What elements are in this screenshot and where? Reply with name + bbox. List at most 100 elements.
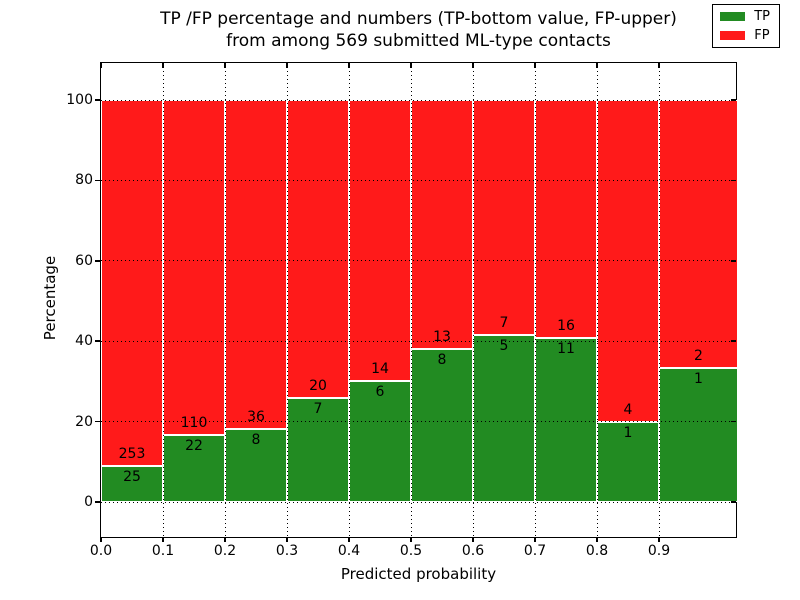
xtick-bottom-0.3	[286, 537, 288, 542]
gridline-y-80	[101, 179, 736, 181]
gridline-y-100	[101, 99, 736, 101]
bar-label-fp: 14	[371, 361, 389, 378]
bar-segment-fp	[287, 100, 349, 398]
chart-title: TP /FP percentage and numbers (TP-bottom…	[100, 8, 737, 52]
y-axis-label: Percentage	[41, 255, 59, 341]
x-axis-label: Predicted probability	[340, 565, 497, 583]
xtick-top-0.5	[410, 63, 412, 68]
bar-label-tp: 7	[313, 400, 323, 417]
legend-entry-fp: FP	[720, 29, 770, 42]
bar-segment-tp	[659, 368, 738, 502]
bar-segment-tp	[411, 348, 473, 502]
gridline-x-0.1	[162, 63, 164, 537]
bar-label-fp: 16	[557, 318, 575, 335]
bar-segment-tp	[101, 465, 163, 502]
ytick-label-40: 40	[75, 333, 93, 350]
ytick-right-80	[731, 179, 736, 182]
bar-label-tp: 11	[557, 341, 575, 358]
bar-label-fp: 110	[180, 415, 208, 431]
bar-label-tp: 5	[499, 337, 509, 354]
ytick-left-20	[94, 420, 100, 423]
bar-segment-tp	[473, 334, 535, 502]
legend: TP FP	[712, 4, 780, 48]
bar-segment-fp	[163, 100, 225, 435]
gridline-x-0.2	[224, 63, 226, 537]
xtick-label-0.8: 0.8	[585, 543, 609, 559]
gridline-x-0.7	[534, 63, 536, 537]
bar-segment-fp	[535, 100, 597, 339]
bar-label-tp: 8	[437, 351, 447, 368]
xtick-top-0.8	[596, 63, 598, 68]
legend-label: FP	[754, 28, 770, 43]
xtick-bottom-0.4	[348, 537, 350, 542]
bar-segment-fp	[659, 100, 738, 368]
bar-segment-fp	[349, 100, 411, 382]
xtick-bottom-0.0	[100, 537, 102, 542]
plot-area: 0 20 40 60 80 100 0.0 0.1 0.2 0.3 0.4 0.5 0.6 0.7 0.8 0…	[66, 62, 738, 558]
xtick-bottom-0.6	[472, 537, 474, 542]
bar-segment-fp	[411, 100, 473, 349]
xtick-bottom-0.1	[162, 537, 164, 542]
xtick-label-0.2: 0.2	[213, 543, 237, 559]
bar-label-fp: 2	[694, 348, 703, 364]
ytick-label-80: 80	[75, 172, 93, 189]
gridline-x-0.5	[410, 63, 412, 537]
ytick-right-20	[731, 420, 736, 423]
bar-segment-tp	[287, 397, 349, 502]
gridline-y-0	[101, 501, 736, 503]
bar-label-tp: 22	[185, 438, 203, 454]
bar-label-fp: 7	[499, 314, 509, 331]
ytick-right-0	[731, 501, 736, 503]
xtick-label-0.0: 0.0	[89, 543, 113, 559]
xtick-label-0.9: 0.9	[647, 543, 671, 559]
bar-segment-fp	[473, 100, 535, 335]
xtick-bottom-0.8	[596, 537, 598, 542]
ytick-label-100: 100	[66, 92, 93, 108]
xtick-top-0.1	[162, 63, 164, 68]
chart-title-line1: TP /FP percentage and numbers (TP-bottom…	[160, 9, 677, 29]
xtick-label-0.4: 0.4	[337, 543, 361, 559]
gridline-x-0.4	[348, 63, 350, 537]
bar-label-tp: 1	[623, 424, 633, 441]
ytick-right-40	[731, 340, 736, 342]
bar-label-fp: 4	[623, 401, 633, 418]
bar-label-tp: 25	[123, 468, 141, 485]
xtick-label-0.6: 0.6	[461, 543, 485, 559]
gridline-y-20	[101, 421, 736, 423]
ytick-label-0: 0	[84, 494, 93, 510]
bar-label-fp: 253	[118, 445, 146, 462]
ytick-label-20: 20	[75, 413, 93, 430]
ytick-left-60	[94, 260, 100, 262]
xtick-label-0.1: 0.1	[151, 543, 175, 559]
xtick-label-0.5: 0.5	[399, 543, 423, 559]
gridline-y-60	[101, 260, 736, 262]
bar-segment-tp	[535, 338, 597, 502]
xtick-top-0.3	[286, 63, 288, 68]
gridline-x-0.8	[596, 63, 598, 537]
bar-label-tp: 6	[375, 384, 385, 401]
ytick-left-80	[94, 179, 100, 182]
bar-segment-tp	[597, 421, 659, 502]
ytick-left-40	[94, 340, 100, 342]
ytick-left-0	[94, 501, 100, 503]
gridline-y-40	[101, 340, 736, 342]
xtick-top-0.6	[472, 63, 474, 68]
ytick-right-60	[731, 260, 736, 262]
xtick-top-0.0	[100, 63, 102, 68]
xtick-top-0.7	[534, 63, 536, 68]
legend-swatch-icon	[720, 12, 746, 21]
xtick-bottom-0.5	[410, 537, 412, 542]
ytick-right-100	[731, 99, 736, 101]
gridline-x-0.9	[658, 63, 660, 537]
legend-swatch-icon	[720, 31, 746, 40]
bar-label-tp: 1	[694, 371, 703, 387]
xtick-bottom-0.9	[658, 537, 660, 542]
xtick-label-0.7: 0.7	[523, 543, 547, 559]
bar-label-fp: 36	[247, 408, 265, 425]
bar-label-fp: 20	[309, 377, 327, 394]
gridline-x-0.3	[286, 63, 288, 537]
bar-segment-fp	[225, 100, 287, 429]
ytick-label-60: 60	[75, 252, 93, 269]
legend-entry-tp: TP	[720, 10, 770, 23]
